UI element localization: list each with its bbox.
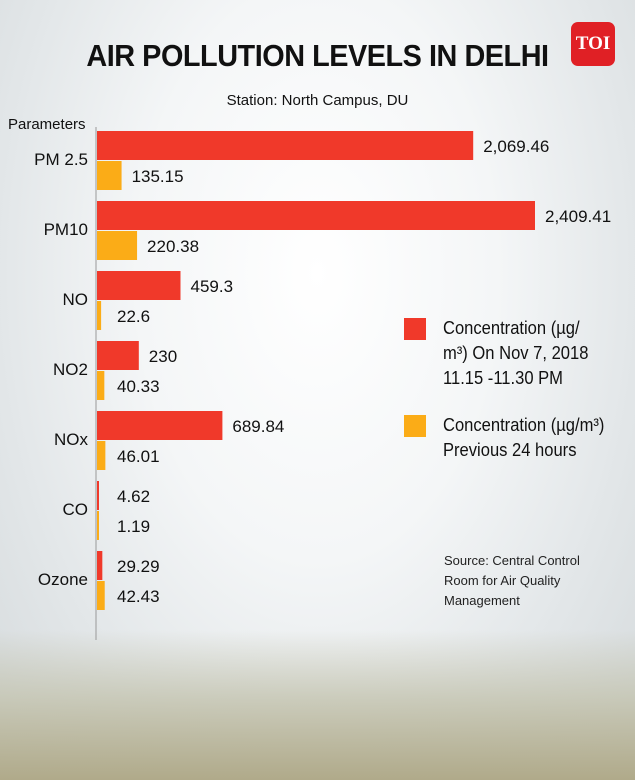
bar-value-label: 1.19: [117, 517, 150, 536]
legend-swatch-current: [404, 318, 426, 340]
category-label: CO: [63, 500, 89, 519]
category-label: NOx: [54, 430, 89, 449]
legend-current-line3: 11.15 -11.30 PM: [443, 368, 563, 388]
bar-current: [97, 551, 103, 580]
bar-value-label: 2,409.41: [545, 207, 611, 226]
legend-current-line2: m³) On Nov 7, 2018: [443, 343, 589, 363]
legend-item-current: Concentration (µg/ m³) On Nov 7, 2018 11…: [404, 316, 601, 391]
bar-current: [97, 411, 223, 440]
toi-logo: TOI: [571, 22, 615, 66]
bar-value-label: 4.62: [117, 487, 150, 506]
legend-text-current: Concentration (µg/ m³) On Nov 7, 2018 11…: [443, 316, 588, 391]
bar-previous: [97, 161, 122, 190]
bar-value-label: 29.29: [117, 557, 160, 576]
category-label: Ozone: [38, 570, 88, 589]
category-label: PM 2.5: [34, 150, 88, 169]
bar-value-label: 42.43: [117, 587, 160, 606]
legend-text-previous: Concentration (µg/m³) Previous 24 hours: [443, 413, 604, 463]
legend-previous-line2: Previous 24 hours: [443, 440, 577, 460]
legend-current-line1: Concentration (µg/: [443, 318, 580, 338]
bar-previous: [97, 581, 105, 610]
legend-item-previous: Concentration (µg/m³) Previous 24 hours: [404, 413, 618, 463]
source-line1: Source: Central Control: [444, 553, 580, 568]
bar-value-label: 230: [149, 347, 177, 366]
bar-value-label: 689.84: [232, 417, 284, 436]
parameters-label: Parameters: [8, 116, 86, 133]
category-label: PM10: [44, 220, 88, 239]
bar-current: [97, 201, 535, 230]
bar-value-label: 46.01: [117, 447, 160, 466]
bar-previous: [97, 371, 105, 400]
source-note: Source: Central Control Room for Air Qua…: [444, 551, 619, 611]
bar-value-label: 22.6: [117, 307, 150, 326]
legend-previous-line1: Concentration (µg/m³): [443, 415, 605, 435]
bar-previous: [97, 441, 106, 470]
bar-previous: [97, 301, 102, 330]
chart-subtitle: Station: North Campus, DU: [226, 92, 409, 109]
bar-value-label: 40.33: [117, 377, 160, 396]
legend-swatch-previous: [404, 415, 426, 437]
category-label: NO2: [53, 360, 88, 379]
bar-current: [97, 131, 474, 160]
source-line3: Management: [444, 593, 520, 608]
bar-value-label: 135.15: [132, 167, 184, 186]
bar-current: [97, 341, 139, 370]
bar-value-label: 2,069.46: [483, 137, 549, 156]
background-haze: [0, 630, 635, 780]
bar-current: [97, 481, 99, 510]
chart-title: AIR POLLUTION LEVELS IN DELHI: [86, 38, 549, 73]
bar-previous: [97, 231, 138, 260]
bar-current: [97, 271, 181, 300]
bar-value-label: 459.3: [190, 277, 233, 296]
bar-value-label: 220.38: [147, 237, 199, 256]
bar-previous: [97, 511, 99, 540]
source-line2: Room for Air Quality: [444, 573, 561, 588]
category-label: NO: [63, 290, 89, 309]
